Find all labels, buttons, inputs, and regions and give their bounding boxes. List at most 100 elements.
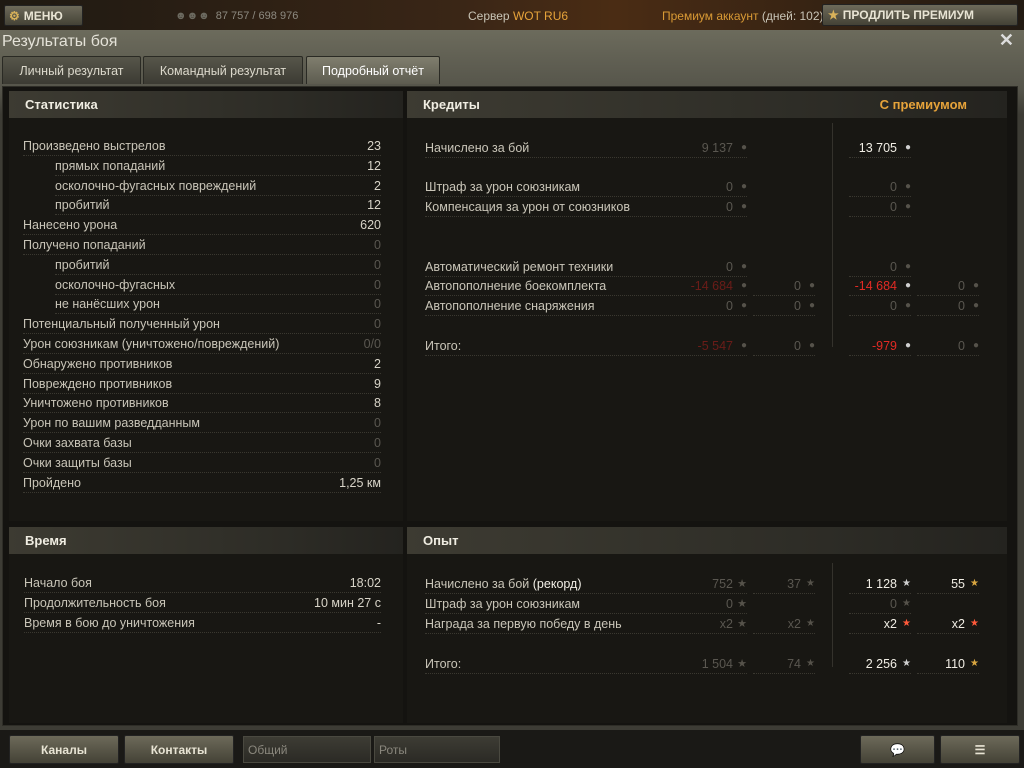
stat-label: осколочно-фугасных xyxy=(55,277,176,292)
stat-value: 0 xyxy=(374,455,381,470)
gold-coin-icon: ● xyxy=(808,340,815,351)
credits-premium: 13 705 ● xyxy=(849,140,911,158)
tab-detailed[interactable]: Подробный отчёт xyxy=(306,56,440,84)
credits-label: Автоматический ремонт техники xyxy=(425,260,614,274)
stat-value: 0 xyxy=(374,317,381,332)
channel-tab-companies[interactable]: Роты xyxy=(374,736,500,763)
tab-personal[interactable]: Личный результат xyxy=(2,56,141,84)
stat-label: не нанёсших урон xyxy=(55,297,160,312)
stat-row: Повреждено противников 9 xyxy=(23,376,381,394)
experience-base-free: 37 ★ xyxy=(753,576,815,594)
experience-row: Награда за первую победу в день x2 ★ xyxy=(425,616,747,634)
time-row: Продолжительность боя 10 мин 27 с xyxy=(24,595,381,613)
gold-star-icon: ★ xyxy=(806,578,815,589)
experience-base-free-value: 37 xyxy=(787,577,801,591)
menu-button[interactable]: ⚙ МЕНЮ xyxy=(4,5,83,26)
stat-value: 0 xyxy=(374,277,381,292)
experience-row: Штраф за урон союзникам 0 ★ xyxy=(425,596,747,614)
credits-premium-gold: 0 ● xyxy=(917,338,979,356)
gold-star-icon: ★ xyxy=(806,658,815,669)
credits-header: Кредиты С премиумом xyxy=(407,91,1007,118)
time-title: Время xyxy=(9,527,403,554)
experience-premium-value: 0 xyxy=(890,597,897,611)
bottom-bar: Каналы Контакты Общий Роты 💬 ☰ xyxy=(0,730,1024,768)
gold-coin-icon: ● xyxy=(972,300,979,311)
stat-value: 2 xyxy=(374,178,381,193)
star-icon: ★ xyxy=(902,598,911,609)
credits-row: Автопополнение боекомплекта -14 684 ● xyxy=(425,278,747,296)
credits-premium-gold: 0 ● xyxy=(917,278,979,296)
premium-info: Премиум аккаунт (дней: 102) xyxy=(662,9,824,23)
stat-label: пробитий xyxy=(55,257,110,272)
red-star-icon: ★ xyxy=(970,618,979,629)
window-title: Результаты боя xyxy=(2,33,118,50)
notifications-button[interactable]: 💬 xyxy=(860,735,935,764)
silver-coin-icon: ● xyxy=(740,300,747,311)
credits-premium: 0 ● xyxy=(849,199,911,217)
credits-label: Автопополнение снаряжения xyxy=(425,299,595,313)
time-panel: Время xyxy=(9,527,403,723)
column-divider xyxy=(832,563,833,667)
credits-base-gold: 0 ● xyxy=(753,298,815,316)
experience-premium: 0 ★ xyxy=(849,596,911,614)
silver-coin-icon: ● xyxy=(740,181,747,192)
stat-value: 9 xyxy=(374,376,381,391)
close-icon[interactable]: ✕ xyxy=(998,30,1014,50)
credits-base-value: -14 684 xyxy=(690,279,733,293)
channels-button[interactable]: Каналы xyxy=(9,735,119,764)
gold-coin-icon: ● xyxy=(808,280,815,291)
credits-premium-value: -979 xyxy=(871,339,897,353)
experience-label-text: Начислено за бой xyxy=(425,577,530,591)
experience-row: Итого: 1 504 ★ xyxy=(425,656,747,674)
credits-premium-gold-value: 0 xyxy=(958,279,965,293)
time-value: 18:02 xyxy=(349,576,381,590)
credits-premium-value: 13 705 xyxy=(858,141,897,155)
stat-row: не нанёсших урон 0 xyxy=(55,296,381,315)
channel-tab-general[interactable]: Общий xyxy=(243,736,371,763)
credits-premium-gold: 0 ● xyxy=(917,298,979,316)
stat-label: прямых попаданий xyxy=(55,158,166,173)
time-row: Время в бою до уничтожения - xyxy=(24,615,381,633)
gold-star-icon: ★ xyxy=(806,618,815,629)
stat-row: пробитий 0 xyxy=(55,257,381,275)
experience-premium: 1 128 ★ xyxy=(849,576,911,594)
credits-base-value: 0 xyxy=(726,260,733,274)
gold-star-icon: ★ xyxy=(970,578,979,589)
stat-row: Пройдено 1,25 км xyxy=(23,475,381,493)
top-bar: ⚙ МЕНЮ ☻☻☻ 87 757 / 698 976 Сервер WOT RU6… xyxy=(0,0,1024,30)
star-icon: ★ xyxy=(737,598,747,610)
credits-base-gold-value: 0 xyxy=(794,299,801,313)
stat-value: 0 xyxy=(374,436,381,450)
experience-premium: 2 256 ★ xyxy=(849,656,911,674)
stat-row: Очки захвата базы 0 xyxy=(23,435,381,453)
experience-base-value: 752 xyxy=(712,577,733,591)
stat-label: Получено попаданий xyxy=(23,238,146,252)
tab-team[interactable]: Командный результат xyxy=(143,56,303,84)
silver-coin-icon: ● xyxy=(740,340,747,351)
service-menu-button[interactable]: ☰ xyxy=(940,735,1020,764)
gold-coin-icon: ● xyxy=(972,340,979,351)
stat-value: 0 xyxy=(374,257,381,272)
stat-label: Очки захвата базы xyxy=(23,436,132,450)
credits-premium: 0 ● xyxy=(849,298,911,316)
extend-premium-button[interactable]: ★ ПРОДЛИТЬ ПРЕМИУМ xyxy=(822,4,1018,26)
experience-premium-free-value: 55 xyxy=(951,577,965,591)
stat-label: Потенциальный полученный урон xyxy=(23,317,220,332)
contacts-button[interactable]: Контакты xyxy=(124,735,234,764)
credits-base-gold-value: 0 xyxy=(794,339,801,353)
experience-base-value: 1 504 xyxy=(701,657,733,671)
credits-base-value: -5 547 xyxy=(697,339,733,353)
stats-title: Статистика xyxy=(9,91,403,118)
credits-premium-value: 0 xyxy=(890,180,897,194)
silver-coin-icon: ● xyxy=(904,261,911,272)
time-row: Начало боя 18:02 xyxy=(24,575,381,593)
silver-coin-icon: ● xyxy=(904,340,911,351)
experience-base-value: x2 xyxy=(719,617,733,631)
stat-row: Урон союзникам (уничтожено/повреждений) 0… xyxy=(23,336,381,354)
credits-row: Компенсация за урон от союзников 0 ● xyxy=(425,199,747,217)
stat-row: Произведено выстрелов 23 xyxy=(23,138,381,156)
credits-panel: Кредиты С премиумом xyxy=(407,91,1007,521)
experience-label-text: Итого: xyxy=(425,657,462,671)
experience-premium-free: 110 ★ xyxy=(917,656,979,674)
stat-row: Очки защиты базы 0 xyxy=(23,455,381,473)
